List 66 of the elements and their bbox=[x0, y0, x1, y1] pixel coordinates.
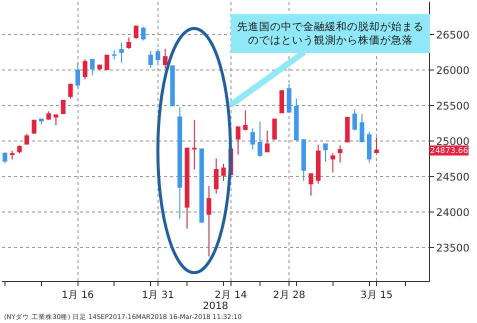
candlestick bbox=[178, 106, 182, 220]
x-tick-label: 2月 14 bbox=[214, 290, 247, 301]
candlestick bbox=[330, 152, 336, 173]
candlestick bbox=[170, 65, 175, 107]
candlestick bbox=[141, 26, 146, 41]
candlestick bbox=[301, 138, 306, 182]
x-tick-label: 3月 15 bbox=[360, 290, 393, 301]
candlestick bbox=[148, 50, 153, 69]
candlestick bbox=[345, 116, 350, 142]
x-tick-label: 1月 31 bbox=[142, 290, 174, 301]
annotation: 先進国の中で金融緩和の脱却が始まるのではという観測から株価が急落 bbox=[237, 20, 424, 47]
candlestick bbox=[308, 173, 314, 196]
candlestick bbox=[46, 110, 51, 120]
y-tick-label: 24500 bbox=[436, 171, 470, 184]
candlestick bbox=[192, 119, 197, 170]
candlestick bbox=[97, 64, 102, 71]
candlestick bbox=[112, 50, 116, 60]
candlestick bbox=[39, 118, 44, 125]
candlestick bbox=[17, 144, 22, 154]
x-tick-label: 2月 28 bbox=[272, 290, 306, 301]
text: 24873.66 bbox=[430, 146, 468, 155]
y-tick-label: 24000 bbox=[436, 206, 470, 219]
x-axis-title: 2018 bbox=[202, 301, 228, 312]
candlestick bbox=[104, 54, 110, 71]
candlestick bbox=[156, 48, 160, 66]
candlestick bbox=[162, 48, 168, 70]
candlestick bbox=[280, 90, 284, 114]
candlestick bbox=[286, 84, 292, 114]
candlestick bbox=[119, 42, 124, 64]
candlestick bbox=[250, 128, 255, 150]
candlestick bbox=[366, 131, 372, 164]
candlestick bbox=[272, 118, 277, 140]
candlestick bbox=[54, 114, 58, 126]
candlestick bbox=[2, 152, 8, 164]
candlestick bbox=[199, 148, 204, 224]
candlestick bbox=[294, 98, 299, 141]
candlestick bbox=[24, 133, 30, 146]
y-tick-label: 25500 bbox=[436, 100, 470, 112]
candlestick bbox=[68, 83, 73, 100]
y-tick-label: 26500 bbox=[436, 29, 470, 42]
x-tick-label: 1月 16 bbox=[62, 290, 94, 301]
candlestick bbox=[338, 144, 342, 163]
candlestick bbox=[352, 108, 357, 131]
candlestick bbox=[243, 110, 248, 131]
candlestick bbox=[214, 158, 219, 194]
candlestick bbox=[236, 126, 240, 156]
candlestick bbox=[323, 142, 328, 162]
candlestick bbox=[360, 114, 364, 144]
y-tick-label: 25000 bbox=[436, 136, 470, 148]
candlestick bbox=[316, 144, 321, 184]
candlestick bbox=[90, 59, 95, 76]
candlestick bbox=[206, 185, 212, 258]
candlestick bbox=[60, 100, 66, 114]
candlestick bbox=[10, 150, 14, 160]
candlestick bbox=[134, 26, 138, 40]
candlestick bbox=[76, 62, 80, 90]
candlestick bbox=[184, 147, 190, 230]
candlestick bbox=[264, 130, 270, 152]
candlestick bbox=[32, 119, 36, 135]
y-tick-label: 26000 bbox=[436, 64, 470, 77]
candlestick bbox=[82, 59, 88, 80]
candlestick bbox=[221, 163, 226, 182]
candlestick bbox=[374, 137, 379, 153]
candlestick bbox=[126, 37, 132, 50]
candlestick bbox=[258, 121, 262, 158]
y-tick-label: 23500 bbox=[436, 242, 470, 254]
